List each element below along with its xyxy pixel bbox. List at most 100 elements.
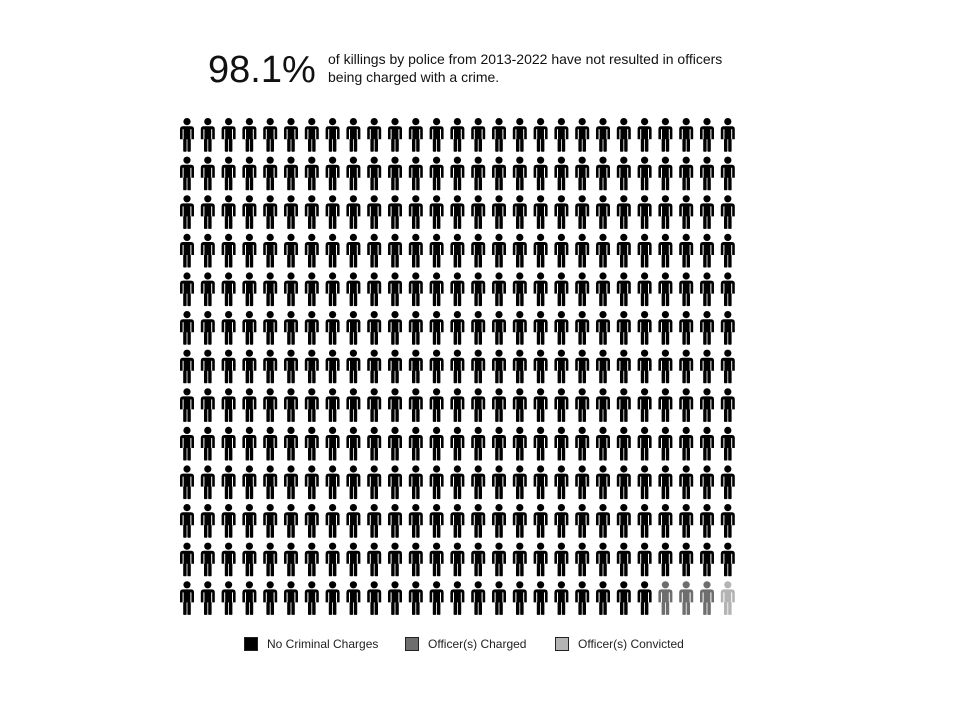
person-icon — [388, 426, 402, 461]
person-icon — [242, 388, 257, 422]
person-icon — [367, 581, 382, 615]
legend-swatch-no-charges — [244, 637, 258, 651]
person-icon — [637, 465, 652, 500]
person-icon — [263, 581, 278, 615]
person-icon — [471, 426, 486, 461]
person-icon — [408, 581, 423, 615]
person-icon — [284, 156, 298, 191]
person-icon — [679, 156, 694, 191]
person-icon — [304, 311, 319, 345]
person-icon — [637, 581, 652, 615]
person-icon — [200, 311, 215, 345]
person-icon — [658, 272, 673, 307]
person-icon — [346, 388, 361, 422]
headline-text: of killings by police from 2013-2022 hav… — [328, 51, 723, 85]
person-icon — [242, 465, 257, 500]
person-icon — [408, 118, 423, 152]
person-icon — [242, 349, 257, 384]
person-icon — [720, 581, 735, 615]
person-icon — [408, 349, 423, 384]
person-icon — [450, 195, 465, 229]
person-icon — [221, 156, 236, 191]
person-icon — [346, 542, 361, 577]
person-icon — [554, 349, 569, 384]
person-icon — [304, 388, 319, 422]
person-icon — [325, 311, 340, 345]
person-icon — [596, 388, 610, 422]
person-icon — [575, 542, 590, 577]
person-icon — [471, 118, 486, 152]
person-icon — [263, 311, 278, 345]
headline-percent: 98.1% — [208, 49, 316, 91]
person-icon — [242, 426, 257, 461]
person-icon — [367, 118, 382, 152]
person-icon — [221, 195, 236, 229]
person-icon — [512, 195, 527, 229]
person-icon — [533, 349, 548, 384]
person-icon — [658, 504, 673, 538]
person-icon — [658, 311, 673, 345]
person-icon — [512, 272, 527, 307]
person-icon — [533, 195, 548, 229]
person-icon — [700, 195, 714, 229]
person-icon — [429, 195, 444, 229]
person-icon — [492, 542, 506, 577]
person-icon — [450, 156, 465, 191]
person-icon — [596, 195, 610, 229]
person-icon — [367, 349, 382, 384]
legend-swatch-convicted — [555, 637, 569, 651]
person-icon — [700, 272, 714, 307]
person-icon — [616, 388, 631, 422]
person-icon — [616, 272, 631, 307]
person-icon — [616, 118, 631, 152]
person-icon — [658, 233, 673, 268]
person-icon — [180, 504, 194, 538]
person-icon — [616, 542, 631, 577]
person-icon — [284, 233, 298, 268]
person-icon — [679, 349, 694, 384]
person-icon — [429, 465, 444, 500]
person-icon — [429, 233, 444, 268]
person-icon — [554, 542, 569, 577]
person-icon — [679, 504, 694, 538]
person-icon — [658, 195, 673, 229]
person-icon — [512, 504, 527, 538]
person-icon — [700, 156, 714, 191]
person-icon — [616, 504, 631, 538]
person-icon — [180, 118, 194, 152]
person-icon — [180, 156, 194, 191]
person-icon — [200, 388, 215, 422]
person-icon — [263, 349, 278, 384]
person-icon — [304, 272, 319, 307]
person-icon — [720, 465, 735, 500]
person-icon — [221, 272, 236, 307]
person-icon — [304, 542, 319, 577]
person-icon — [596, 581, 610, 615]
person-icon — [492, 233, 506, 268]
person-icon — [471, 581, 486, 615]
person-icon — [596, 426, 610, 461]
person-icon — [471, 465, 486, 500]
person-icon — [450, 272, 465, 307]
person-icon — [450, 542, 465, 577]
person-icon — [679, 388, 694, 422]
person-icon — [637, 504, 652, 538]
person-icon — [596, 272, 610, 307]
person-icon — [388, 349, 402, 384]
person-icon — [512, 349, 527, 384]
person-icon — [200, 426, 215, 461]
person-icon — [575, 388, 590, 422]
person-icon — [284, 349, 298, 384]
person-icon — [263, 233, 278, 268]
person-icon — [221, 233, 236, 268]
person-icon — [554, 233, 569, 268]
person-icon — [325, 156, 340, 191]
person-icon — [408, 156, 423, 191]
person-icon — [720, 426, 735, 461]
person-icon — [263, 504, 278, 538]
person-icon — [367, 426, 382, 461]
person-icon — [284, 542, 298, 577]
person-icon — [221, 388, 236, 422]
person-icon — [554, 311, 569, 345]
